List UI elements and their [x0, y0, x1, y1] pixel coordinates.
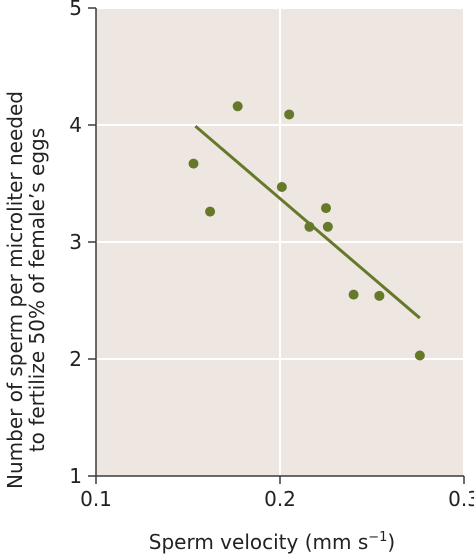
- data-point: [415, 350, 425, 360]
- data-point: [304, 222, 314, 232]
- data-point: [284, 109, 294, 119]
- y-tick-label: 1: [69, 464, 82, 488]
- y-axis-label-line-1: Number of sperm per microliter needed: [3, 91, 27, 489]
- data-point: [323, 222, 333, 232]
- x-axis-label: Sperm velocity (mm s−1): [149, 530, 395, 554]
- data-point: [189, 159, 199, 169]
- x-tick-label: 0.1: [80, 487, 112, 511]
- data-point: [277, 182, 287, 192]
- y-axis-label-line-2: to fertilize 50% of female’s eggs: [25, 128, 49, 452]
- y-tick-label: 2: [69, 347, 82, 371]
- data-point: [349, 290, 359, 300]
- data-point: [321, 203, 331, 213]
- x-tick-label: 0.2: [264, 487, 296, 511]
- y-tick-label: 4: [69, 113, 82, 137]
- x-axis-label-exponent: −1: [368, 530, 387, 545]
- data-point: [205, 207, 215, 217]
- y-tick-label: 5: [69, 0, 82, 20]
- x-tick-label: 0.3: [448, 487, 474, 511]
- data-point: [233, 101, 243, 111]
- data-point: [374, 291, 384, 301]
- y-tick-label: 3: [69, 230, 82, 254]
